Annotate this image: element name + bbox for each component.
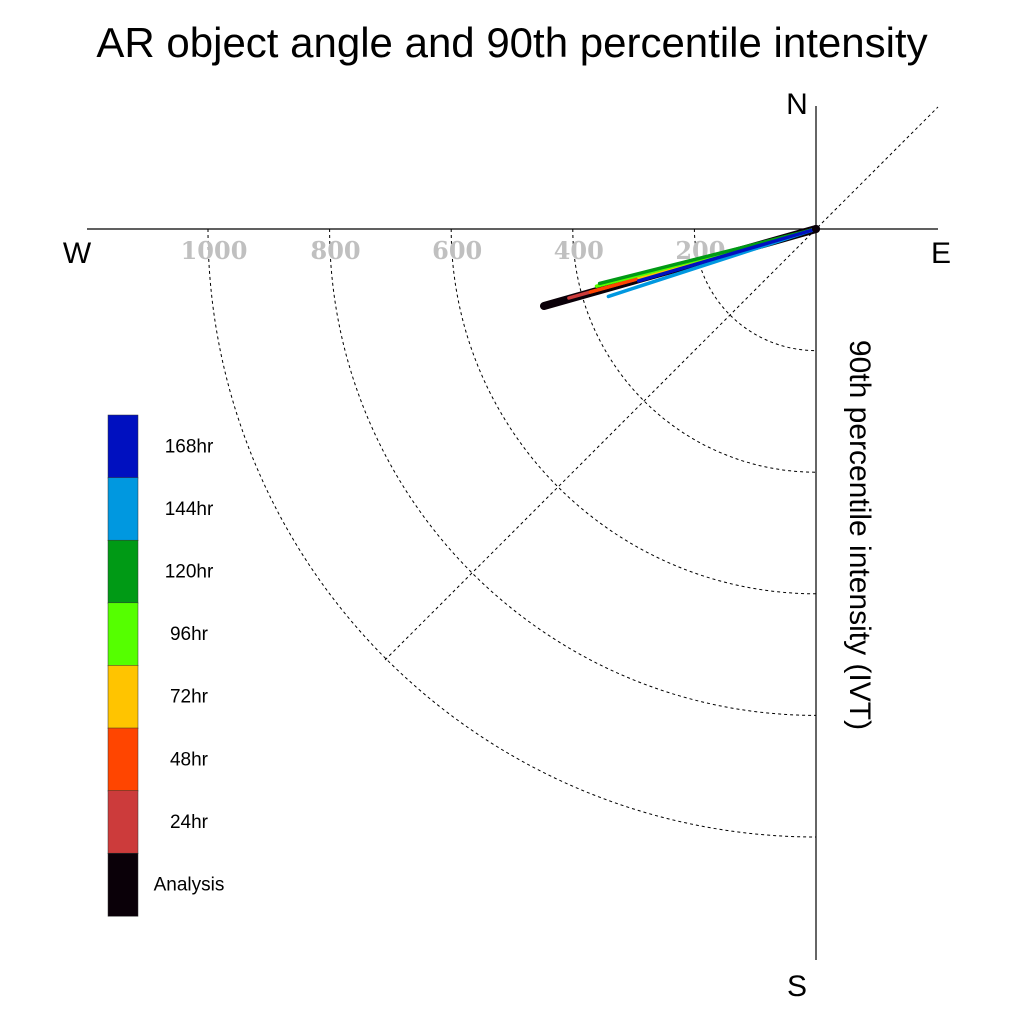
legend-swatch-48hr xyxy=(107,727,139,792)
legend-label-120hr: 120hr xyxy=(165,562,214,583)
legend-swatch-144hr xyxy=(107,477,139,541)
legend-label-168hr: 168hr xyxy=(165,436,214,457)
legend-label-144hr: 144hr xyxy=(165,499,214,520)
origin-point xyxy=(812,225,820,233)
grid-arc-200 xyxy=(693,228,817,352)
chart-title: AR object angle and 90th percentile inte… xyxy=(96,19,927,66)
radial-tick-label-800: 800 xyxy=(311,236,361,265)
legend-label-96hr: 96hr xyxy=(170,624,209,645)
grid-arc-600 xyxy=(450,228,817,595)
grid-arc-800 xyxy=(329,228,817,716)
legend-label-24hr: 24hr xyxy=(170,812,209,833)
legend: 168hr 144hr 120hr 96hr 72hr 48hr 24hr Analysis xyxy=(107,414,225,917)
chart-axes xyxy=(87,106,938,960)
y-axis-label: 90th percentile intensity (IVT) xyxy=(843,340,876,730)
diagonal-reference-line xyxy=(384,106,939,661)
chart-grid xyxy=(207,106,939,838)
legend-swatch-72hr xyxy=(107,665,139,729)
vector-168hr xyxy=(636,227,818,283)
legend-swatch-24hr xyxy=(107,790,139,854)
compass-east-label: E xyxy=(931,237,951,270)
legend-swatch-96hr xyxy=(107,602,139,667)
radial-tick-label-400: 400 xyxy=(554,236,604,265)
forecast-vectors xyxy=(540,225,820,310)
legend-swatch-168hr xyxy=(107,414,139,479)
compass-west-label: W xyxy=(63,237,92,270)
radial-tick-label-600: 600 xyxy=(432,236,482,265)
legend-label-analysis: Analysis xyxy=(154,875,225,896)
legend-label-72hr: 72hr xyxy=(170,687,209,708)
compass-north-label: N xyxy=(786,88,808,121)
grid-arc-400 xyxy=(572,228,817,473)
grid-arc-1000 xyxy=(207,228,817,838)
compass-south-label: S xyxy=(787,970,807,1003)
legend-swatch-120hr xyxy=(107,539,139,604)
legend-swatch-analysis xyxy=(107,852,139,917)
radial-tick-label-1000: 1000 xyxy=(181,236,248,265)
legend-label-48hr: 48hr xyxy=(170,749,209,770)
